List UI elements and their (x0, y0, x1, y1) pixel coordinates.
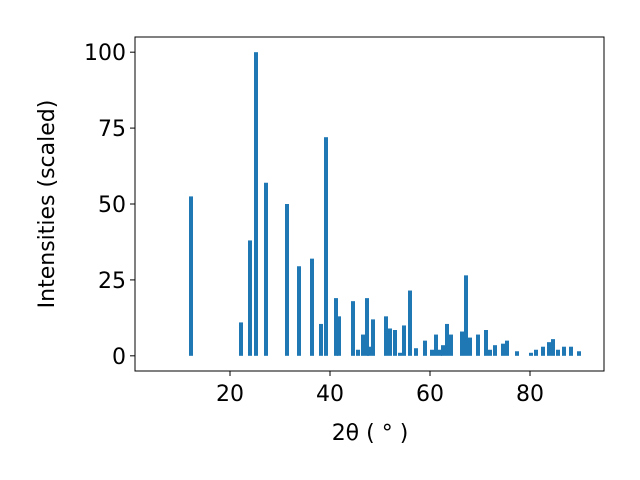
plot-frame (134, 36, 605, 372)
bar (408, 290, 412, 356)
y-tick-label: 50 (98, 193, 126, 218)
y-axis-label: Intensities (scaled) (35, 100, 60, 309)
bar (423, 340, 427, 356)
bar (393, 330, 397, 356)
bar (361, 334, 365, 356)
bar (434, 334, 438, 356)
bar (569, 346, 573, 356)
bar (430, 349, 434, 356)
bar (371, 319, 375, 356)
bar (324, 137, 328, 356)
bar (189, 196, 193, 356)
bar (365, 298, 369, 356)
bar (351, 301, 355, 356)
x-tick-label: 40 (316, 382, 344, 407)
bar (562, 346, 566, 356)
bar (551, 339, 555, 356)
bar (484, 330, 488, 356)
bar (547, 342, 551, 356)
bar (464, 275, 468, 356)
bar (556, 349, 560, 356)
bar (334, 298, 338, 356)
bar (468, 337, 472, 356)
bar (356, 349, 360, 356)
bar (441, 345, 445, 356)
x-tick-label: 80 (516, 382, 544, 407)
bar (460, 331, 464, 356)
bar (438, 349, 442, 356)
bar (445, 323, 449, 356)
bar (493, 345, 497, 356)
x-tick-label: 60 (416, 382, 444, 407)
bar (367, 346, 371, 356)
bar (488, 349, 492, 356)
bar (337, 316, 341, 356)
bar (529, 352, 533, 356)
bar (398, 352, 402, 356)
bar (515, 351, 519, 356)
bar (239, 322, 243, 356)
bar (248, 240, 252, 356)
y-tick-label: 25 (98, 269, 126, 294)
bar (534, 349, 538, 356)
bar (264, 182, 268, 356)
bar (384, 316, 388, 356)
bar (505, 340, 509, 356)
bar (254, 52, 258, 356)
bar (577, 351, 581, 356)
y-tick-label: 0 (112, 345, 126, 370)
bar (310, 258, 314, 356)
x-tick-label: 20 (216, 382, 244, 407)
bar (297, 266, 301, 356)
y-tick-label: 75 (98, 117, 126, 142)
bar (402, 325, 406, 356)
bar (319, 323, 323, 356)
bar (476, 334, 480, 356)
bar (501, 343, 505, 356)
bar (285, 204, 289, 356)
bar (541, 346, 545, 356)
bar (449, 334, 453, 356)
y-tick-label: 100 (84, 41, 126, 66)
bar (414, 348, 418, 356)
bar (388, 328, 392, 356)
x-axis-label: 2θ ( ° ) (332, 421, 409, 446)
